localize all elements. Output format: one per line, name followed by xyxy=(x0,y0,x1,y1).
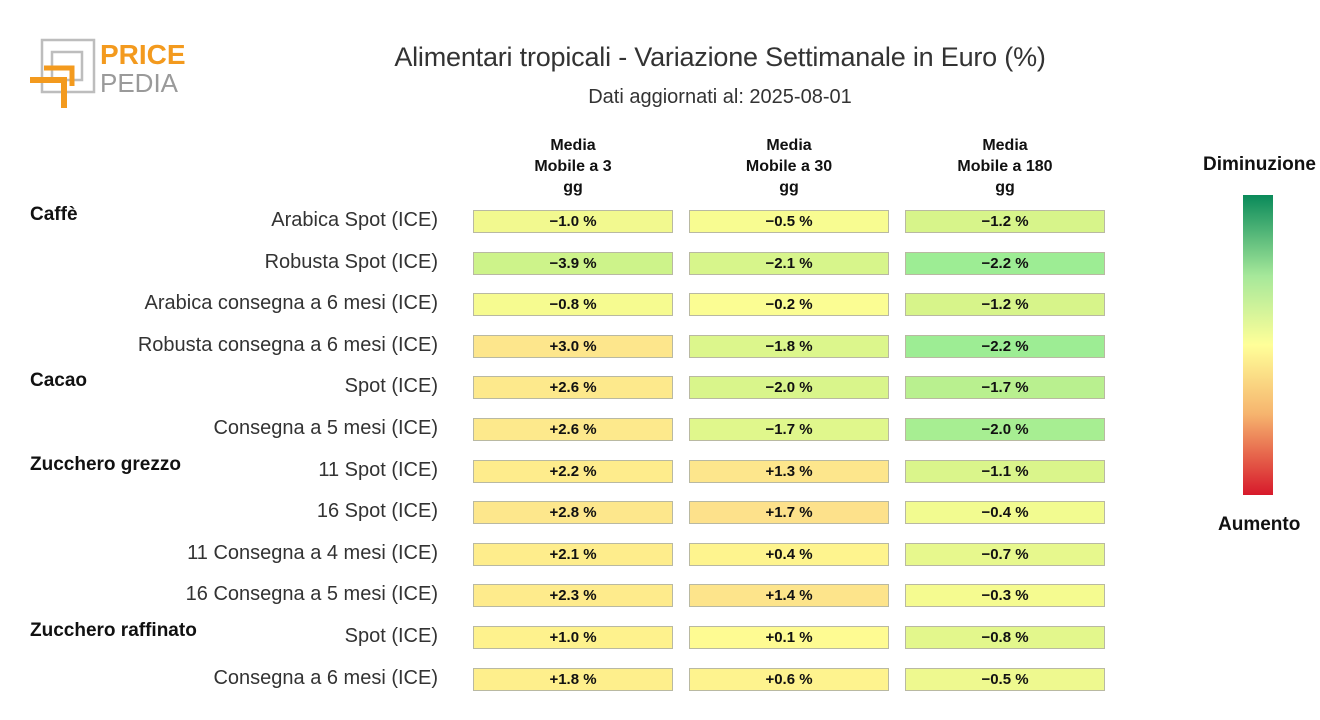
column-header-line: gg xyxy=(563,179,583,196)
column-header-line: Media xyxy=(766,137,812,154)
column-header-3: Media Mobile a 180 gg xyxy=(904,135,1106,198)
heatmap-cell: +1.0 % xyxy=(473,626,673,649)
column-header-line: gg xyxy=(995,179,1015,196)
heatmap-cell: −0.7 % xyxy=(905,542,1105,566)
column-header-line: Media xyxy=(982,137,1028,154)
group-label: Caffè xyxy=(30,204,78,225)
heatmap-cell: −2.2 % xyxy=(905,334,1105,358)
heatmap-cell: +2.6 % xyxy=(473,376,673,400)
heatmap-cell: −2.1 % xyxy=(689,251,889,275)
row-label: 11 Consegna a 4 mesi (ICE) xyxy=(187,541,438,564)
heatmap-cell: +1.4 % xyxy=(689,584,889,608)
heatmap-cell: −1.2 % xyxy=(905,293,1105,317)
row-label: Spot (ICE) xyxy=(344,625,438,647)
group-label: Cacao xyxy=(30,370,88,392)
heatmap-cell: +0.6 % xyxy=(689,667,889,691)
column-header-line: Mobile a 180 xyxy=(957,158,1053,175)
heatmap-cell: −0.2 % xyxy=(689,293,889,317)
heatmap-cell: −1.8 % xyxy=(689,334,889,358)
row-label: Spot (ICE) xyxy=(344,375,438,398)
heatmap-cell: −1.0 % xyxy=(473,210,673,233)
brand-line2: PEDIA xyxy=(100,68,179,98)
row-label: Arabica consegna a 6 mesi (ICE) xyxy=(144,292,438,315)
heatmap-cell: +2.8 % xyxy=(473,501,673,525)
row-label: Consegna a 5 mesi (ICE) xyxy=(213,417,438,439)
heatmap-cell: +2.2 % xyxy=(473,459,673,483)
heatmap-cell: +1.7 % xyxy=(689,501,889,525)
heatmap-cell: +3.0 % xyxy=(473,334,673,358)
heatmap-cell: −0.5 % xyxy=(689,210,889,233)
heatmap-cell: −0.8 % xyxy=(905,626,1105,649)
heatmap-cell: −0.3 % xyxy=(905,584,1105,608)
heatmap-cell: −0.5 % xyxy=(905,667,1105,691)
heatmap-cell: −2.0 % xyxy=(905,418,1105,441)
heatmap-cell: −0.4 % xyxy=(905,501,1105,525)
heatmap-cell: +1.8 % xyxy=(473,667,673,691)
heatmap-cell: −2.2 % xyxy=(905,251,1105,275)
heatmap-cell: −3.9 % xyxy=(473,251,673,275)
column-header-line: Mobile a 30 xyxy=(745,158,833,175)
column-header-line: gg xyxy=(779,179,799,196)
heatmap-cell: +1.3 % xyxy=(689,459,889,483)
group-label: Zucchero grezzo xyxy=(30,453,181,475)
chart-subtitle: Dati aggiornati al: 2025-08-01 xyxy=(588,86,852,108)
heatmap-cell: +2.6 % xyxy=(473,418,673,441)
heatmap-cell: −1.1 % xyxy=(905,459,1105,483)
legend-color-scale xyxy=(1243,195,1273,495)
row-label: Consegna a 6 mesi (ICE) xyxy=(213,666,438,689)
brand-line1: PRICE xyxy=(100,39,186,70)
heatmap-cell: +2.3 % xyxy=(473,584,673,608)
row-label: 16 Consegna a 5 mesi (ICE) xyxy=(185,583,438,606)
heatmap-cell: +2.1 % xyxy=(473,542,673,566)
pricepedia-logo: PRICE PEDIA xyxy=(30,38,186,108)
row-label: 11 Spot (ICE) xyxy=(318,458,438,481)
column-header-line: Media xyxy=(550,137,596,154)
row-label: Arabica Spot (ICE) xyxy=(271,209,438,231)
row-label: Robusta Spot (ICE) xyxy=(264,250,438,273)
group-label: Zucchero raffinato xyxy=(30,620,197,641)
column-header-2: Media Mobile a 30 gg xyxy=(688,135,890,198)
row-label: 16 Spot (ICE) xyxy=(316,500,438,523)
chart-title: Alimentari tropicali - Variazione Settim… xyxy=(394,42,1046,72)
legend-bottom-label: Aumento xyxy=(1218,514,1301,535)
heatmap-cell: +0.4 % xyxy=(689,542,889,566)
column-header-1: Media Mobile a 3 gg xyxy=(472,135,674,198)
heatmap-cell: −1.7 % xyxy=(905,376,1105,400)
heatmap-cell: −1.2 % xyxy=(905,210,1105,233)
legend-top-label: Diminuzione xyxy=(1203,154,1316,175)
heatmap-cell: +0.1 % xyxy=(689,626,889,649)
heatmap-cell: −0.8 % xyxy=(473,293,673,317)
heatmap-cell: −2.0 % xyxy=(689,376,889,400)
heatmap-cell: −1.7 % xyxy=(689,418,889,441)
column-header-line: Mobile a 3 xyxy=(534,158,612,175)
row-label: Robusta consegna a 6 mesi (ICE) xyxy=(137,333,438,356)
